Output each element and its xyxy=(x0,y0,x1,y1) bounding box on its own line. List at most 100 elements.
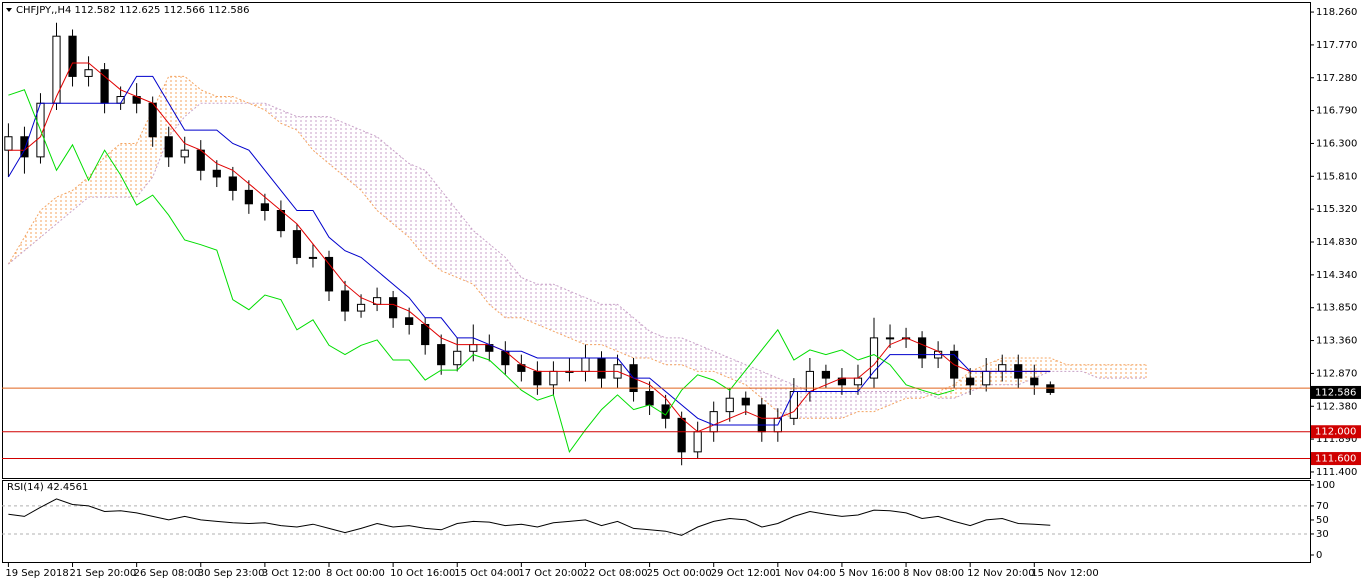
candle-body xyxy=(645,391,654,406)
candle-body xyxy=(148,102,157,138)
cloud-segment xyxy=(56,190,73,224)
y-tick-label: 117.770 xyxy=(1316,40,1357,51)
cloud-segment xyxy=(553,284,570,338)
cloud-segment xyxy=(890,391,907,405)
cloud-segment xyxy=(457,210,474,285)
x-tick-label: 3 Oct 12:00 xyxy=(262,568,321,579)
cloud-segment xyxy=(152,76,169,177)
candle-body xyxy=(725,397,734,413)
candle-body xyxy=(677,417,686,453)
cloud-segment xyxy=(537,284,554,332)
candle-body xyxy=(693,431,702,453)
candle-body xyxy=(356,303,366,312)
cloud-segment xyxy=(906,391,923,399)
candle-body xyxy=(164,136,173,158)
cloud-segment xyxy=(361,130,378,211)
candle-body xyxy=(709,411,718,433)
cloud-segment xyxy=(441,190,458,278)
y-tick-label: 50 xyxy=(1316,515,1329,526)
cloud-segment xyxy=(104,143,121,198)
y-tick-label: 114.830 xyxy=(1316,237,1357,248)
y-tick-label: 112.870 xyxy=(1316,368,1357,379)
y-tick-label: 115.320 xyxy=(1316,204,1357,215)
y-tick-label: 100 xyxy=(1316,480,1335,491)
y-tick-label: 113.850 xyxy=(1316,303,1357,314)
cloud-segment xyxy=(168,76,185,137)
x-tick-label: 12 Nov 20:00 xyxy=(967,568,1034,579)
candle-body xyxy=(276,210,286,232)
rsi-title: RSI(14) 42.4561 xyxy=(7,482,88,493)
cloud-segment xyxy=(601,304,618,352)
x-tick-label: 15 Nov 12:00 xyxy=(1031,568,1098,579)
candle-body xyxy=(52,35,61,104)
cloud-edge xyxy=(8,102,1147,399)
level-label-box xyxy=(1311,452,1361,466)
cloud-segment xyxy=(633,317,650,358)
x-tick-label: 26 Sep 08:00 xyxy=(134,568,201,579)
candle-body xyxy=(228,176,237,191)
series-line xyxy=(8,89,955,454)
cloud-segment xyxy=(841,391,858,419)
cloud-segment xyxy=(377,136,394,224)
x-tick-label: 25 Oct 00:00 xyxy=(647,568,712,579)
cloud-segment xyxy=(40,197,57,238)
x-tick-label: 8 Nov 08:00 xyxy=(903,568,964,579)
x-tick-label: 22 Oct 08:00 xyxy=(582,568,647,579)
candle-body xyxy=(308,256,318,259)
cloud-segment xyxy=(120,143,137,198)
cloud-segment xyxy=(938,384,955,399)
cloud-segment xyxy=(745,364,762,399)
plot-area xyxy=(4,22,1147,466)
series-line xyxy=(7,75,1051,426)
candle-body xyxy=(389,297,398,319)
cloud-segment xyxy=(681,337,698,372)
candle-body xyxy=(212,169,221,178)
level-label: 112.000 xyxy=(1315,427,1356,438)
cloud-edge xyxy=(7,75,1147,419)
x-tick-label: 1 Nov 04:00 xyxy=(775,568,836,579)
x-tick-label: 21 Sep 20:00 xyxy=(70,568,137,579)
cloud-segment xyxy=(713,351,730,379)
cloud-segment xyxy=(216,96,233,104)
candle-body xyxy=(917,337,927,359)
cloud-segment xyxy=(809,391,826,419)
y-tick-label: 30 xyxy=(1316,529,1329,540)
x-tick-label: 5 Nov 16:00 xyxy=(839,568,900,579)
y-tick-label: 0 xyxy=(1316,550,1322,561)
candle-body xyxy=(661,404,670,419)
cloud-segment xyxy=(617,304,634,358)
y-tick-label: 116.790 xyxy=(1316,106,1357,117)
candle-body xyxy=(437,344,446,366)
cloud-segment xyxy=(521,277,538,325)
candle-body xyxy=(292,230,302,258)
candle-body xyxy=(244,189,253,205)
y-tick-label: 111.400 xyxy=(1316,467,1357,478)
last-price-label: 112.586 xyxy=(1315,387,1356,398)
cloud-segment xyxy=(1034,357,1051,379)
cloud-segment xyxy=(697,344,714,372)
y-tick-label: 112.380 xyxy=(1316,401,1357,412)
candle-body xyxy=(68,35,77,77)
cloud-segment xyxy=(825,391,842,419)
level-label: 111.600 xyxy=(1315,454,1356,465)
cloud-segment xyxy=(248,103,265,110)
chart-title: CHFJPY,,H4 112.582 112.625 112.566 112.5… xyxy=(16,5,250,16)
candle-body xyxy=(4,136,13,151)
cloud-segment xyxy=(729,357,746,385)
y-tick-label: 115.810 xyxy=(1316,171,1357,182)
cloud-segment xyxy=(200,89,217,104)
cloud-segment xyxy=(329,116,346,177)
cloud-segment xyxy=(184,76,201,117)
x-tick-label: 10 Oct 16:00 xyxy=(390,568,455,579)
candle-body xyxy=(453,350,462,366)
main-panel-frame xyxy=(2,2,1311,479)
cloud-segment xyxy=(312,116,329,164)
y-tick-label: 116.300 xyxy=(1316,138,1357,149)
level-label-box xyxy=(1311,425,1361,439)
candle-body xyxy=(966,377,975,386)
last-price-box xyxy=(1311,385,1361,399)
y-tick-label: 70 xyxy=(1316,501,1329,512)
cloud-segment xyxy=(1130,364,1147,379)
x-tick-label: 8 Oct 00:00 xyxy=(326,568,385,579)
